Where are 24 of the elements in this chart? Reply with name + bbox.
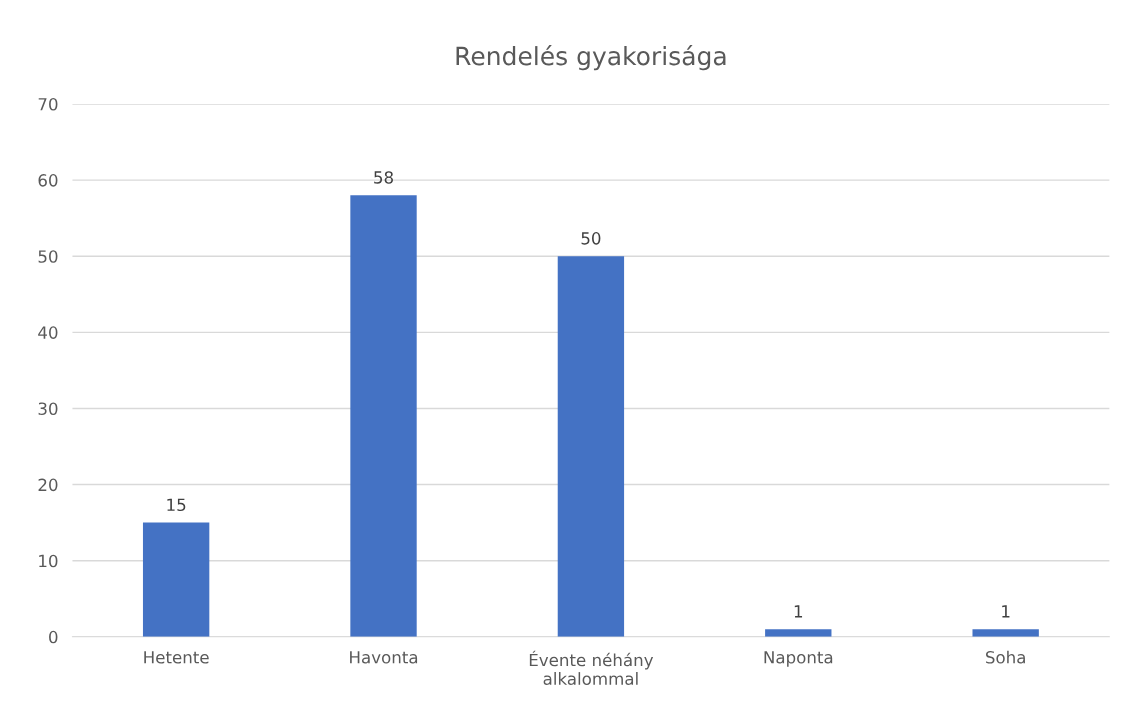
bar	[142, 522, 210, 637]
bar	[350, 195, 417, 637]
x-tick-label: Havonta	[350, 651, 418, 664]
x-tick-label: Évente néhány alkalommal	[529, 650, 654, 686]
y-tick-label: 60	[38, 174, 58, 187]
bar	[557, 256, 625, 637]
bar	[972, 629, 1039, 637]
data-label: 58	[374, 171, 393, 184]
x-tick-label: Naponta	[764, 651, 833, 667]
y-tick-label: 50	[38, 250, 58, 263]
data-label: 1	[1002, 605, 1010, 618]
x-tick-label: Hetente	[144, 651, 209, 664]
y-tick-label: 20	[38, 478, 58, 492]
chart-title: Rendelés gyakorisága	[456, 45, 726, 71]
y-tick-label: 70	[38, 97, 58, 111]
y-tick-label: 40	[38, 326, 58, 339]
data-label: 15	[167, 498, 186, 512]
y-tick-label: 30	[38, 402, 58, 416]
data-label: 1	[794, 605, 803, 618]
data-label: 50	[581, 232, 601, 245]
y-tick-label: 10	[39, 554, 58, 568]
bar	[765, 629, 832, 637]
x-tick-label: Soha	[985, 650, 1025, 664]
y-tick-label: 0	[49, 630, 58, 644]
